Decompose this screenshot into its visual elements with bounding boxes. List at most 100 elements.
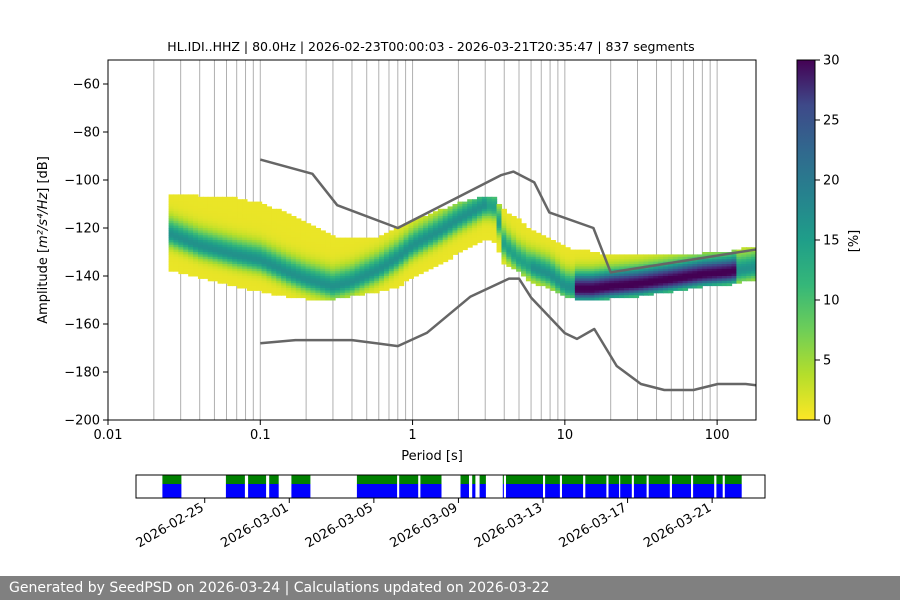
psd-cell: [256, 225, 263, 229]
psd-cell: [741, 254, 747, 258]
psd-cell: [374, 280, 380, 284]
psd-cell: [628, 264, 635, 267]
psd-cell: [408, 244, 414, 248]
psd-cell: [565, 288, 571, 291]
psd-cell: [633, 268, 640, 272]
psd-cell: [687, 271, 693, 275]
psd-cell: [672, 266, 679, 270]
psd-cell: [530, 271, 537, 275]
psd-cell: [354, 256, 361, 260]
psd-cell: [711, 259, 718, 263]
psd-cell: [623, 283, 630, 287]
psd-cell: [530, 242, 537, 246]
psd-cell: [506, 242, 512, 246]
psd-cell: [741, 261, 747, 265]
psd-cell: [330, 261, 336, 265]
psd-cell: [344, 266, 351, 270]
psd-cell: [574, 266, 581, 270]
psd-cell: [305, 292, 312, 296]
psd-cell: [188, 218, 194, 222]
psd-cell: [496, 211, 503, 215]
psd-cell: [315, 259, 321, 263]
psd-cell: [560, 278, 566, 282]
psd-cell: [193, 261, 199, 265]
psd-cell: [168, 201, 175, 205]
psd-cell: [604, 280, 610, 284]
psd-cell: [217, 206, 224, 210]
psd-cell: [335, 254, 341, 258]
psd-cell: [295, 259, 302, 263]
psd-cell: [173, 237, 179, 241]
psd-cell: [183, 225, 189, 229]
psd-cell: [423, 256, 429, 260]
psd-cell: [677, 288, 684, 291]
psd-cell: [217, 232, 224, 236]
psd-cell: [354, 278, 361, 282]
psd-cell: [339, 259, 346, 263]
psd-cell: [168, 240, 175, 243]
psd-cell: [246, 220, 253, 224]
psd-cell: [379, 237, 385, 241]
psd-cell: [516, 218, 522, 222]
psd-cell: [535, 244, 542, 248]
psd-cell: [222, 201, 228, 205]
psd-cell: [256, 230, 263, 234]
psd-cell: [286, 220, 292, 224]
psd-cell: [428, 213, 434, 217]
psd-cell: [354, 266, 361, 270]
psd-cell: [315, 297, 321, 301]
psd-cell: [388, 261, 395, 265]
psd-cell: [305, 242, 312, 246]
psd-cell: [379, 273, 385, 277]
psd-cell: [178, 196, 184, 200]
psd-cell: [217, 276, 224, 279]
psd-segment: [724, 475, 742, 484]
psd-cell: [197, 232, 204, 236]
psd-cell: [447, 228, 454, 231]
psd-cell: [535, 271, 542, 275]
psd-cell: [232, 254, 238, 258]
psd-cell: [232, 252, 238, 255]
nlnm-curve: [260, 277, 756, 392]
psd-cell: [227, 271, 233, 275]
psd-cell: [530, 232, 537, 236]
psd-cell: [217, 196, 224, 200]
psd-cell: [653, 280, 659, 284]
psd-cell: [403, 271, 410, 275]
psd-cell: [281, 247, 287, 251]
psd-cell: [237, 237, 243, 241]
x-axis-label: Period [s]: [401, 449, 463, 464]
psd-cell: [349, 242, 356, 246]
psd-cell: [550, 280, 556, 284]
psd-cell: [310, 268, 317, 272]
psd-cell: [271, 228, 277, 231]
psd-cell: [344, 295, 351, 299]
psd-cell: [232, 230, 238, 234]
psd-cell: [506, 213, 512, 217]
psd-cell: [540, 242, 547, 246]
y-tick-label: −80: [73, 126, 100, 141]
psd-cell: [672, 280, 679, 284]
psd-cell: [207, 196, 214, 200]
psd-cell: [707, 273, 713, 277]
psd-cell: [359, 278, 365, 282]
psd-segment: [291, 475, 311, 484]
psd-cell: [545, 266, 552, 270]
psd-cell: [237, 247, 243, 251]
psd-cell: [408, 273, 414, 277]
psd-cell: [173, 244, 179, 248]
psd-cell: [193, 235, 199, 239]
psd-cell: [751, 261, 756, 265]
psd-cell: [388, 268, 395, 272]
psd-cell: [432, 240, 439, 243]
psd-cell: [188, 208, 194, 212]
psd-cell: [550, 261, 556, 265]
psd-cell: [398, 254, 405, 258]
psd-cell: [428, 228, 434, 231]
psd-cell: [330, 271, 336, 275]
psd-cell: [232, 232, 238, 236]
psd-cell: [173, 216, 179, 219]
psd-cell: [447, 208, 454, 212]
psd-cell: [227, 204, 233, 207]
